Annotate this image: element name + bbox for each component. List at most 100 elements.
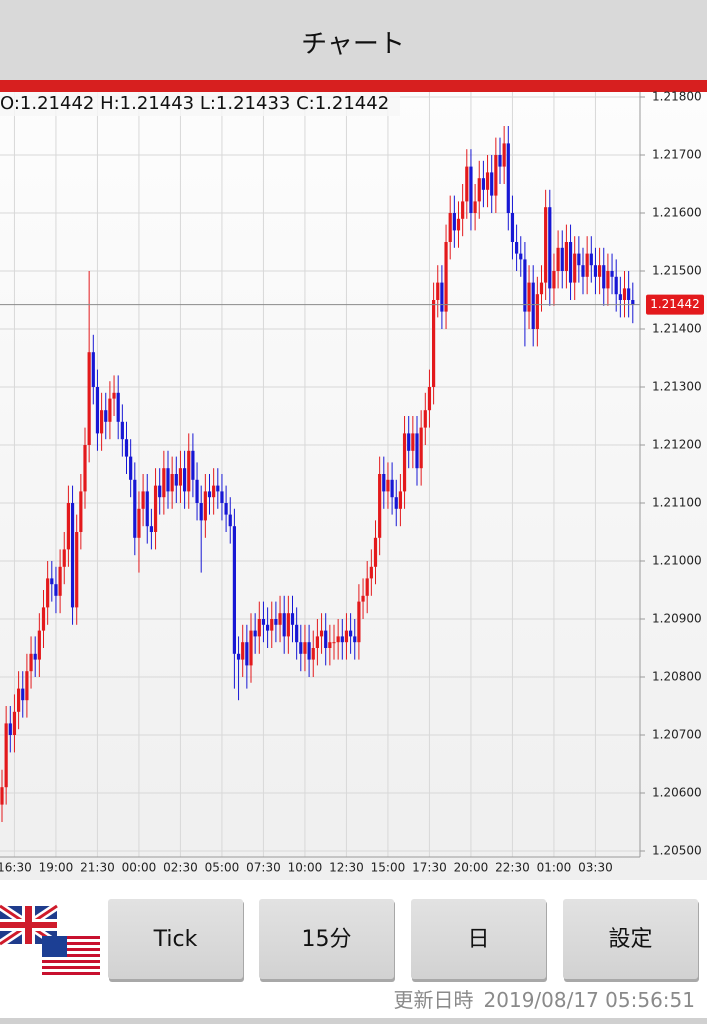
candle-body <box>66 503 70 550</box>
y-tick-label: 1.20600 <box>652 786 702 800</box>
button[interactable] <box>259 899 394 979</box>
candle-body <box>535 294 539 329</box>
ohlc-info: O:1.21442 H:1.21443 L:1.21433 C:1.21442 <box>0 93 389 114</box>
button-label[interactable]: Tick <box>153 927 198 952</box>
button[interactable] <box>411 899 546 979</box>
y-tick-label: 1.21800 <box>652 90 702 104</box>
y-tick-label: 1.21400 <box>652 322 702 336</box>
candle-body <box>598 265 602 277</box>
candle-body <box>369 566 373 579</box>
x-tick-label: 12:30 <box>329 861 364 875</box>
candle-body <box>104 410 108 422</box>
candle-body <box>299 642 303 654</box>
update-time: 更新日時 2019/08/17 05:56:51 <box>394 988 695 1012</box>
candle-body <box>469 166 473 213</box>
candle-body <box>236 653 241 660</box>
candle-body <box>54 584 58 596</box>
candle-body <box>203 491 207 521</box>
candle-body <box>527 282 531 312</box>
candle-body <box>556 247 560 271</box>
candle-body <box>523 259 527 312</box>
candle-body <box>282 613 286 637</box>
candle-body <box>266 624 270 631</box>
candle-body <box>357 601 361 643</box>
candle-body <box>33 653 37 660</box>
candle-body <box>382 474 386 492</box>
candle-body <box>618 294 622 300</box>
bottom-strip <box>0 1018 707 1024</box>
y-tick-label: 1.20500 <box>652 844 702 858</box>
candle-body <box>593 265 598 277</box>
candle-body <box>494 155 498 196</box>
candle-body <box>290 613 295 625</box>
candle-body <box>158 485 162 498</box>
candle-body <box>448 213 452 242</box>
candle-body <box>336 636 340 643</box>
candle-body <box>552 271 556 289</box>
candle-body <box>373 537 378 567</box>
x-tick-label: 07:30 <box>246 861 281 875</box>
button[interactable] <box>108 899 243 979</box>
candle-body <box>349 630 353 637</box>
candle-body <box>174 474 178 486</box>
candle-body <box>573 253 577 283</box>
candle-body <box>402 433 407 492</box>
candle-body <box>170 474 174 492</box>
candle-body <box>490 172 494 196</box>
candle-body <box>207 491 212 498</box>
candle-body <box>270 619 274 631</box>
candle-body <box>153 485 158 532</box>
plot-area <box>0 92 640 857</box>
candle-body <box>46 578 50 608</box>
candle-body <box>149 526 153 532</box>
button-label[interactable]: 日 <box>467 927 489 952</box>
button-label[interactable]: 15分 <box>302 927 352 952</box>
candle-body <box>415 433 419 469</box>
candle-body <box>278 613 282 625</box>
y-tick-label: 1.21100 <box>652 496 702 510</box>
chart-background <box>0 92 707 880</box>
candle-body <box>70 503 75 608</box>
candle-body <box>622 288 627 300</box>
candle-body <box>87 352 91 445</box>
button-label[interactable]: 設定 <box>608 927 652 952</box>
x-tick-label: 17:30 <box>412 861 447 875</box>
candle-body <box>610 271 614 277</box>
candle-body <box>187 450 191 492</box>
y-tick-label: 1.21300 <box>652 380 702 394</box>
x-tick-label: 02:30 <box>163 861 198 875</box>
candle-body <box>506 143 510 213</box>
candle-body <box>456 218 461 231</box>
y-tick-label: 1.20900 <box>652 612 702 626</box>
candle-body <box>332 642 336 644</box>
candle-body <box>17 688 21 712</box>
candle-body <box>145 491 149 527</box>
candle-body <box>124 439 129 457</box>
button[interactable] <box>563 899 698 979</box>
app-header <box>0 0 707 80</box>
ohlc-info-bg <box>0 92 400 116</box>
candle-body <box>62 549 66 567</box>
y-tick-label: 1.21700 <box>652 148 702 162</box>
candle-body <box>25 671 29 701</box>
candle-body <box>498 155 502 167</box>
candle-body <box>21 688 25 701</box>
candle-body <box>394 497 398 509</box>
candle-body <box>461 201 465 219</box>
candle-body <box>411 433 415 451</box>
candle-body <box>166 468 170 492</box>
candle-body <box>353 636 357 643</box>
header-title: チャート <box>301 30 405 60</box>
candle-body <box>390 479 394 498</box>
candle-body <box>83 445 87 492</box>
update-timestamp: 2019/08/17 05:56:51 <box>484 988 695 1012</box>
candle-body <box>444 242 448 312</box>
candle-body <box>378 474 382 538</box>
candle-body <box>560 247 564 271</box>
candle-body <box>631 300 635 305</box>
candle-body <box>224 503 228 515</box>
candle-body <box>12 711 17 735</box>
candle-body <box>606 271 610 289</box>
candle-body <box>614 276 618 295</box>
candle-body <box>319 630 324 637</box>
